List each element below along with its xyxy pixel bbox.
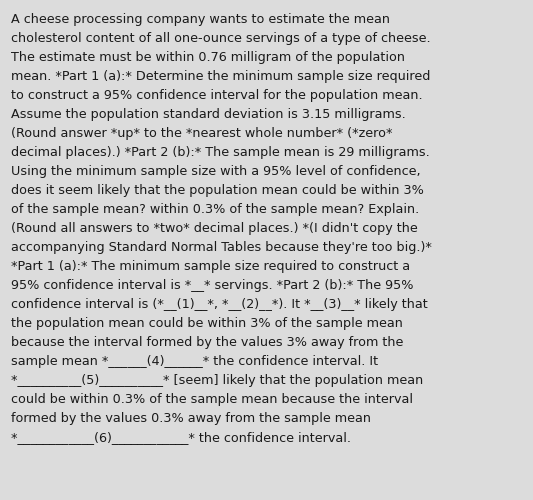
Text: The estimate must be within 0.76 milligram of the population: The estimate must be within 0.76 milligr…	[11, 51, 405, 64]
Text: Using the minimum sample size with a 95% level of confidence,: Using the minimum sample size with a 95%…	[11, 165, 421, 178]
Text: *Part 1 (a):* The minimum sample size required to construct a: *Part 1 (a):* The minimum sample size re…	[11, 260, 410, 273]
Text: of the sample mean? within 0.3% of the sample mean? Explain.: of the sample mean? within 0.3% of the s…	[11, 203, 419, 216]
Text: because the interval formed by the values 3% away from the: because the interval formed by the value…	[11, 336, 403, 349]
Text: A cheese processing company wants to estimate the mean: A cheese processing company wants to est…	[11, 13, 390, 26]
Text: *__________(5)__________* [seem] likely that the population mean: *__________(5)__________* [seem] likely …	[11, 374, 423, 387]
Text: Assume the population standard deviation is 3.15 milligrams.: Assume the population standard deviation…	[11, 108, 406, 121]
Text: does it seem likely that the population mean could be within 3%: does it seem likely that the population …	[11, 184, 424, 197]
Text: formed by the values 0.3% away from the sample mean: formed by the values 0.3% away from the …	[11, 412, 371, 425]
Text: accompanying Standard Normal Tables because they're too big.)*: accompanying Standard Normal Tables beca…	[11, 241, 432, 254]
Text: to construct a 95% confidence interval for the population mean.: to construct a 95% confidence interval f…	[11, 89, 423, 102]
Text: cholesterol content of all one-ounce servings of a type of cheese.: cholesterol content of all one-ounce ser…	[11, 32, 431, 45]
Text: the population mean could be within 3% of the sample mean: the population mean could be within 3% o…	[11, 317, 403, 330]
Text: 95% confidence interval is *__* servings. *Part 2 (b):* The 95%: 95% confidence interval is *__* servings…	[11, 279, 414, 292]
Text: *____________(6)____________* the confidence interval.: *____________(6)____________* the confid…	[11, 431, 351, 444]
Text: (Round all answers to *two* decimal places.) *(I didn't copy the: (Round all answers to *two* decimal plac…	[11, 222, 418, 235]
Text: confidence interval is (*__(1)__*, *__(2)__*). It *__(3)__* likely that: confidence interval is (*__(1)__*, *__(2…	[11, 298, 428, 311]
Text: (Round answer *up* to the *nearest whole number* (*zero*: (Round answer *up* to the *nearest whole…	[11, 127, 392, 140]
Text: decimal places).) *Part 2 (b):* The sample mean is 29 milligrams.: decimal places).) *Part 2 (b):* The samp…	[11, 146, 430, 159]
Text: could be within 0.3% of the sample mean because the interval: could be within 0.3% of the sample mean …	[11, 393, 413, 406]
Text: mean. *Part 1 (a):* Determine the minimum sample size required: mean. *Part 1 (a):* Determine the minimu…	[11, 70, 430, 83]
Text: sample mean *______(4)______* the confidence interval. It: sample mean *______(4)______* the confid…	[11, 355, 378, 368]
